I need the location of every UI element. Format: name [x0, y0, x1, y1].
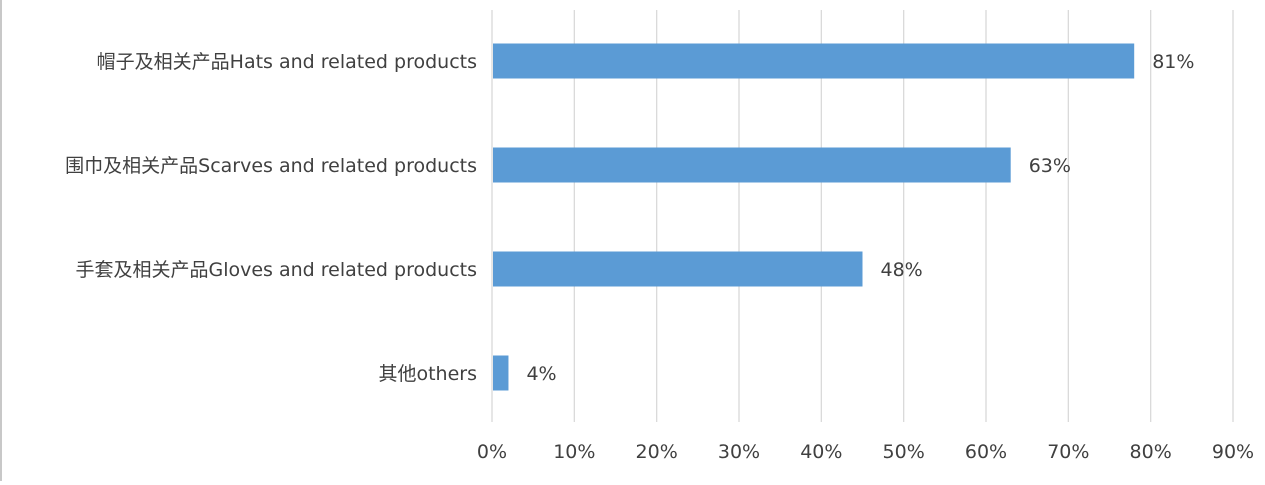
x-tick-label: 90% [1212, 441, 1254, 463]
data-label: 48% [881, 259, 923, 281]
bar [493, 43, 1135, 79]
x-tick-label: 50% [883, 441, 925, 463]
data-label: 4% [526, 363, 556, 385]
x-tick-label: 0% [477, 441, 507, 463]
x-tick-label: 70% [1047, 441, 1089, 463]
category-label: 围巾及相关产品Scarves and related products [65, 155, 477, 177]
bars [493, 43, 1135, 391]
category-labels: 帽子及相关产品Hats and related products 围巾及相关产品S… [65, 51, 477, 385]
bar [493, 251, 863, 287]
category-label: 帽子及相关产品Hats and related products [97, 51, 477, 73]
data-label: 63% [1029, 155, 1071, 177]
category-label: 手套及相关产品Gloves and related products [75, 259, 477, 281]
data-labels: 81% 63% 48% 4% [526, 51, 1194, 385]
bar [493, 355, 509, 391]
x-tick-label: 10% [553, 441, 595, 463]
gridlines [491, 10, 1234, 422]
x-tick-label: 20% [636, 441, 678, 463]
bar [493, 147, 1011, 183]
x-tick-label: 80% [1130, 441, 1172, 463]
x-tick-label: 30% [718, 441, 760, 463]
x-tick-label: 40% [800, 441, 842, 463]
x-tick-label: 60% [965, 441, 1007, 463]
x-axis-ticks: 0% 10% 20% 30% 40% 50% 60% 70% 80% 90% [477, 441, 1254, 463]
data-label: 81% [1152, 51, 1194, 73]
category-label: 其他others [378, 363, 477, 385]
